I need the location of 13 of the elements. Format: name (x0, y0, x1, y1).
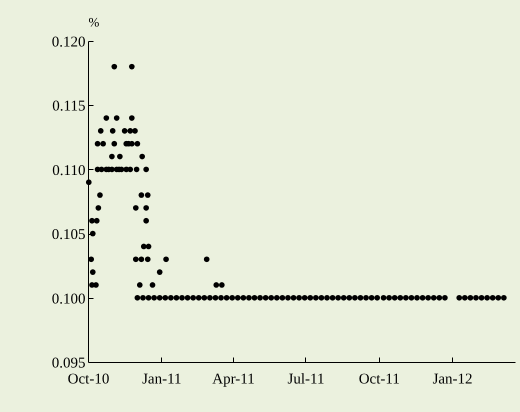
y-tick-label: 0.115 (52, 98, 86, 115)
x-tick-label: Jan-11 (142, 372, 182, 388)
y-axis-title: % (88, 14, 100, 30)
y-tick-label: 0.120 (52, 34, 86, 50)
x-tick-label: Oct-11 (358, 372, 400, 388)
y-tick-label: 0.095 (52, 356, 86, 372)
y-tick-label: 0.100 (52, 291, 86, 308)
y-tick-label: 0.105 (52, 227, 86, 244)
x-tick-label: Apr-11 (212, 372, 255, 388)
x-tick-label: Oct-10 (68, 372, 110, 388)
x-tick-label: Jul-11 (288, 372, 324, 388)
y-tick-label: 0.110 (52, 162, 86, 179)
x-tick-label: Jan-12 (432, 372, 473, 388)
